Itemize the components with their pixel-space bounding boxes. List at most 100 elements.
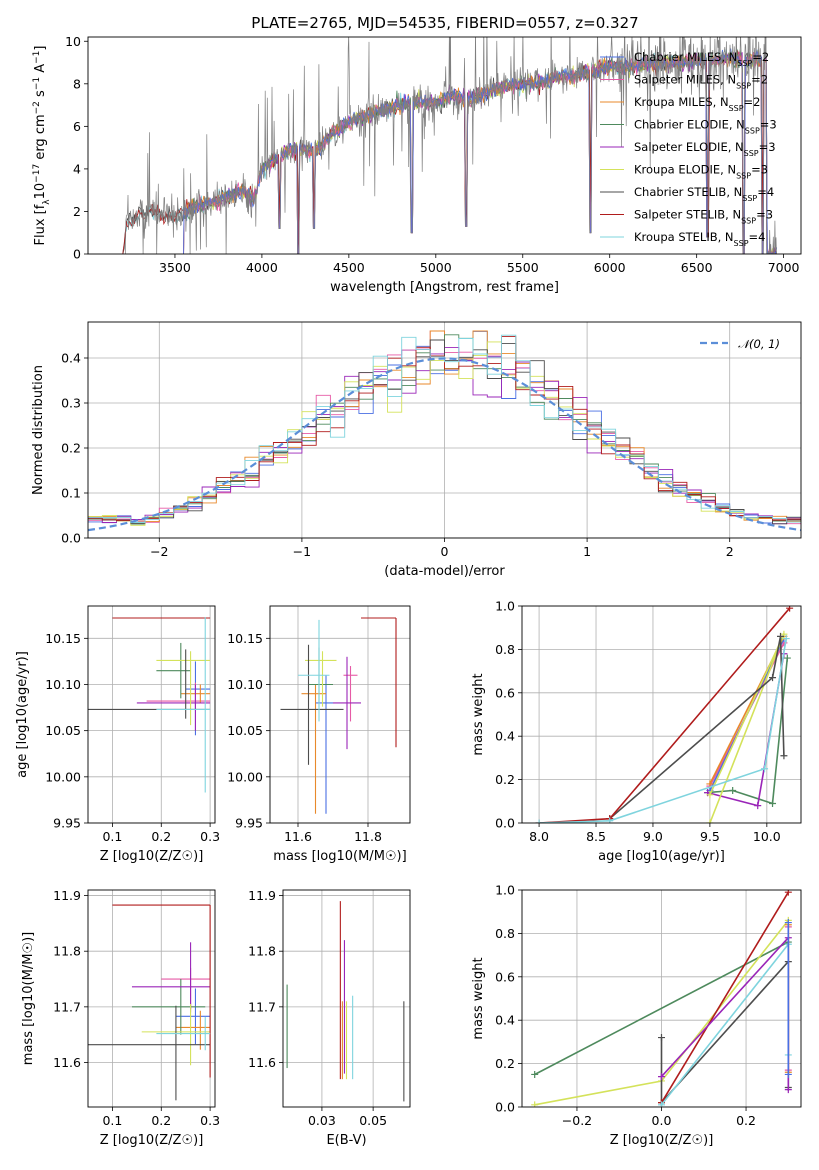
plot-area-weight-vs-age	[522, 606, 801, 823]
mass-weight-marker	[531, 1101, 539, 1107]
x-tick-label: 9.0	[643, 829, 663, 844]
y-tick-label: 10.00	[45, 769, 81, 784]
y-tick-label: 0.8	[495, 642, 515, 657]
mass-weight-marker	[658, 1034, 665, 1042]
axes-weight-vs-Z: −0.2 0.0 0.2 0.0 0.2 0.4 0.6 0.8 1.0 Z [log10(Z/Z…	[471, 883, 802, 1148]
mass-weight-marker	[784, 919, 792, 927]
axes-frame	[87, 889, 216, 1108]
plot-area-age-vs-mass	[270, 606, 410, 823]
y-tick-label: 10.10	[227, 677, 263, 692]
x-tick-label: 0.05	[359, 1113, 387, 1128]
legend-label: Chabrier MILES, NSSP=2	[634, 50, 769, 68]
y-tick-label: 0.1	[61, 486, 81, 501]
y-tick-label: 9.95	[235, 816, 263, 831]
legend-label: Chabrier STELIB, NSSP=4	[634, 185, 774, 203]
x-tick-label: 0.1	[102, 829, 122, 844]
y-tick-label: 0.3	[61, 396, 81, 411]
axes-age-vs-Z: 0.1 0.2 0.3 9.95 10.00 10.05 10.10 10.15 Z [log1…	[15, 605, 220, 864]
y-axis-label: age [log10(age/yr)]	[15, 651, 30, 778]
mass-weight-line	[534, 941, 789, 1076]
legend-label: 𝒩(0, 1)	[738, 337, 780, 351]
mass-weight-marker	[769, 674, 777, 682]
x-tick-label: 10.0	[753, 829, 781, 844]
mass-weight-marker	[706, 819, 714, 823]
mass-weight-marker	[729, 786, 737, 794]
plot-area-age-vs-Z	[88, 606, 215, 823]
x-tick-label: 9.5	[700, 829, 720, 844]
x-tick-label: 6000	[594, 260, 626, 275]
x-tick-label: 0.3	[200, 1113, 220, 1128]
x-axis-label: Z [log10(Z/Z☉)]	[610, 1133, 714, 1148]
axes-spectrum: 3500 4000 4500 5000 5500 6000 6500 7000 0 2 4 6 8 10 w…	[32, 34, 802, 295]
y-tick-label: 0.4	[61, 351, 81, 366]
mass-weight-line	[609, 636, 785, 820]
x-tick-label: 4000	[246, 260, 278, 275]
x-tick-label: 5000	[420, 260, 452, 275]
y-tick-label: 11.8	[53, 944, 81, 959]
plot-area-residuals	[88, 322, 801, 538]
axes-mass-vs-EBV: 0.03 0.05 11.6 11.7 11.8 11.9 E(B-V)	[248, 888, 411, 1148]
y-tick-label: 0.0	[495, 1100, 515, 1115]
x-axis-label: age [log10(age/yr)]	[598, 849, 725, 864]
y-tick-label: 0.2	[495, 1056, 515, 1071]
mass-weight-marker	[658, 1101, 665, 1107]
mass-weight-marker	[754, 802, 762, 810]
y-tick-label: 0.4	[495, 729, 515, 744]
legend-label: Salpeter MILES, NSSP=2	[634, 73, 768, 91]
x-tick-label: 0.2	[151, 1113, 171, 1128]
normal-curve	[88, 357, 801, 532]
y-tick-label: 0	[73, 247, 81, 262]
y-tick-label: 11.6	[53, 1055, 81, 1070]
y-tick-label: 0.2	[61, 441, 81, 456]
mass-weight-line	[660, 935, 790, 1090]
axes-frame	[282, 889, 411, 1108]
mass-weight-marker	[786, 606, 794, 612]
y-axis-label: mass weight	[471, 673, 486, 755]
y-tick-label: 11.9	[53, 888, 81, 903]
legend-label: Kroupa STELIB, NSSP=4	[634, 230, 765, 248]
x-tick-label: −0.2	[562, 1113, 592, 1128]
x-tick-label: 0.1	[102, 1113, 122, 1128]
mass-weight-marker	[784, 890, 792, 896]
y-tick-label: 10	[65, 34, 81, 49]
mass-weight-marker	[780, 752, 788, 760]
mass-weight-marker	[535, 819, 543, 823]
y-tick-label: 0.6	[495, 685, 515, 700]
y-tick-label: 10.15	[45, 631, 81, 646]
y-tick-label: 1.0	[495, 599, 515, 614]
y-tick-label: 4	[73, 161, 81, 176]
x-tick-label: 11.6	[284, 829, 312, 844]
legend-label: Kroupa ELODIE, NSSP=3	[634, 163, 768, 181]
y-tick-label: 1.0	[495, 883, 515, 898]
axes-frame	[521, 605, 802, 824]
x-axis-label: mass [log10(M/M☉)]	[273, 849, 406, 864]
x-tick-label: 11.8	[354, 829, 382, 844]
y-tick-label: 0.6	[495, 969, 515, 984]
x-tick-label: 0	[441, 544, 449, 559]
plot-area-mass-vs-EBV	[283, 890, 410, 1107]
y-tick-label: 6	[73, 119, 81, 134]
x-axis-label: Z [log10(Z/Z☉)]	[100, 1133, 204, 1148]
y-tick-label: 11.7	[248, 999, 276, 1014]
mass-weight-marker	[784, 1070, 792, 1078]
y-axis-label: Normed distribution	[31, 365, 46, 495]
y-tick-label: 10.05	[45, 723, 81, 738]
axes-frame	[87, 321, 802, 539]
x-axis-label: (data-model)/error	[384, 564, 505, 579]
axes-weight-vs-age: 8.0 8.5 9.0 9.5 10.0 0.0 0.2 0.4 0.6 0.8 1.0 age [l…	[471, 599, 802, 864]
x-tick-label: 3500	[159, 260, 191, 275]
y-tick-label: 11.8	[248, 944, 276, 959]
legend-label: Salpeter STELIB, NSSP=3	[634, 208, 773, 226]
residual-histogram	[88, 336, 801, 522]
axes-frame	[87, 36, 802, 255]
x-tick-label: 7000	[768, 260, 800, 275]
figure-title: PLATE=2765, MJD=54535, FIBERID=0557, z=0…	[251, 14, 638, 32]
mass-weight-marker	[782, 635, 790, 643]
y-tick-label: 10.05	[227, 723, 263, 738]
axes-frame	[269, 605, 411, 824]
mass-weight-marker	[706, 780, 714, 788]
plot-area-spectrum	[122, 37, 778, 254]
legend-label: Kroupa MILES, NSSP=2	[634, 95, 760, 113]
x-tick-label: 0.03	[308, 1113, 336, 1128]
